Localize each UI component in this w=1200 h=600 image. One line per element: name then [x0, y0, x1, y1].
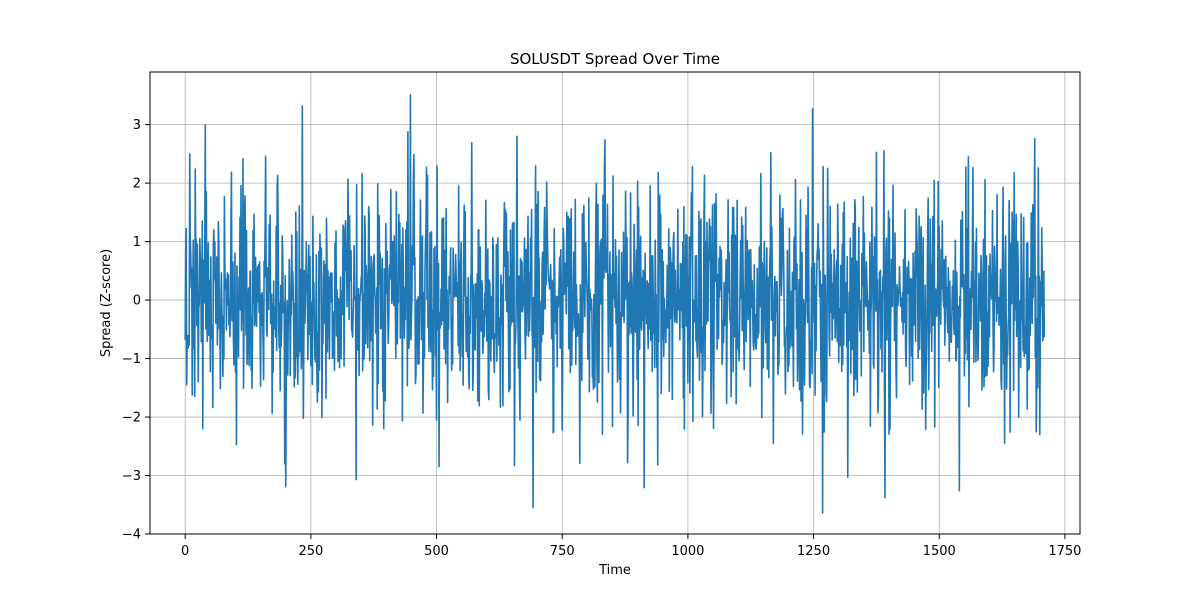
x-tick-label: 500 [424, 544, 449, 559]
x-tick-label: 0 [181, 544, 189, 559]
series-line [184, 94, 1046, 514]
plot-frame [149, 71, 1081, 535]
y-axis-label: Spread (Z-score) [99, 249, 114, 357]
x-tick-label: 750 [550, 544, 575, 559]
x-tick-label: 1000 [671, 544, 704, 559]
x-tick-label: 1750 [1048, 544, 1081, 559]
x-axis-label: Time [598, 563, 631, 578]
x-tick-label: 1250 [797, 544, 830, 559]
y-tick-label: 1 [133, 235, 141, 250]
x-axis-ticks: 0 250 500 750 1000 1250 1500 1750 [181, 534, 1081, 559]
chart-title: SOLUSDT Spread Over Time [510, 50, 720, 68]
y-tick-label: 3 [133, 118, 141, 133]
x-tick-label: 1500 [923, 544, 956, 559]
x-tick-label: 250 [298, 544, 323, 559]
y-tick-label: 0 [133, 294, 141, 309]
y-tick-label: −2 [122, 411, 141, 426]
series-line-group [184, 94, 1046, 514]
y-tick-label: 2 [133, 177, 141, 192]
y-tick-label: −1 [122, 352, 141, 367]
y-tick-label: −3 [122, 469, 141, 484]
y-axis-ticks: −4 −3 −2 −1 0 1 2 3 [122, 118, 150, 543]
y-tick-label: −4 [122, 528, 141, 543]
